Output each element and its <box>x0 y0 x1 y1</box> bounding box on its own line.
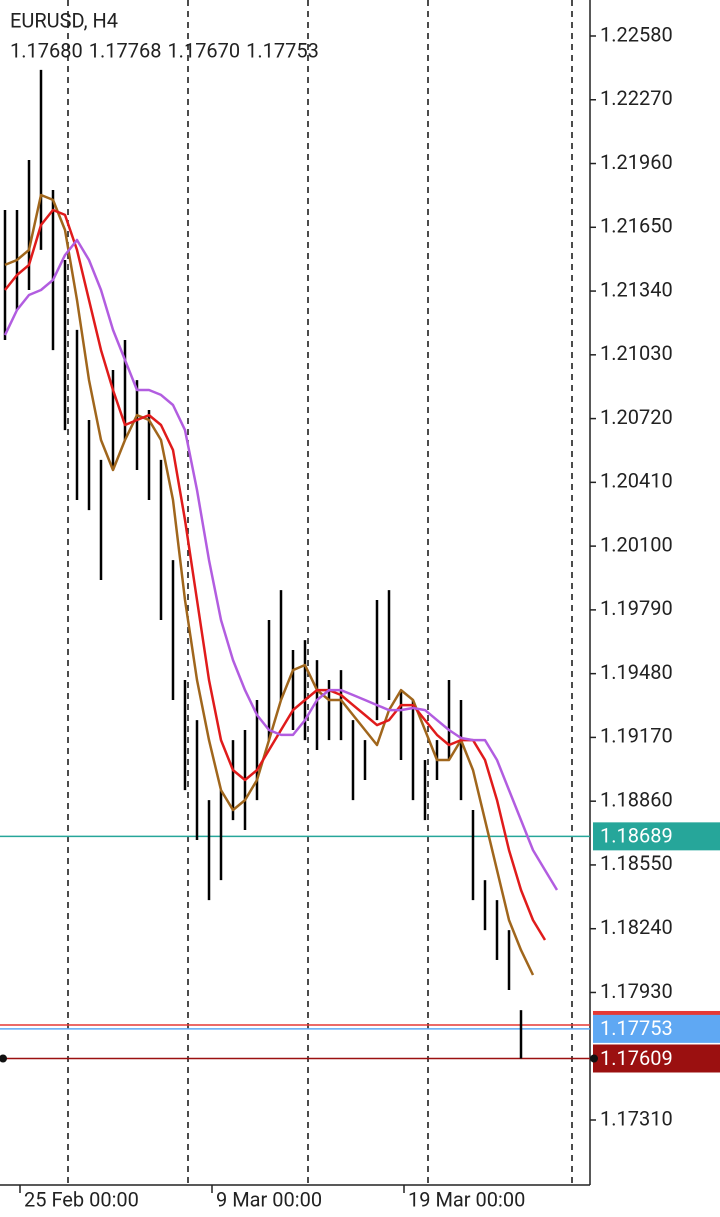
y-tick-label: 1.21650 <box>600 214 673 238</box>
y-tick-label: 1.21960 <box>600 150 673 174</box>
y-tick-label: 1.20720 <box>600 405 673 429</box>
y-tick-label: 1.19170 <box>600 724 673 748</box>
quote: 1.17680 1.17768 1.17670 1.17753 <box>10 38 319 62</box>
y-tick-label: 1.22580 <box>600 22 673 46</box>
y-tick-label: 1.22270 <box>600 86 673 110</box>
y-tick-label: 1.17930 <box>600 979 673 1003</box>
y-tick-label: 1.18860 <box>600 787 673 811</box>
quote-value: 1.17680 <box>10 38 83 62</box>
quote-value: 1.17768 <box>89 38 162 62</box>
y-tick-label: 1.21030 <box>600 341 673 365</box>
price-level-box <box>593 822 720 851</box>
y-tick-label: 1.20410 <box>600 469 673 493</box>
price-level-box <box>593 1014 720 1043</box>
quote-value: 1.17670 <box>167 38 240 62</box>
moving-average-line <box>4 193 535 976</box>
y-tick-label: 1.21340 <box>600 277 673 301</box>
x-tick-label: 9 Mar 00:00 <box>216 1187 322 1211</box>
x-tick-label: 19 Mar 00:00 <box>408 1187 525 1211</box>
price-level-label: 1.17753 <box>600 1016 673 1040</box>
moving-average-line <box>3 238 559 891</box>
level-dot <box>590 1054 598 1063</box>
y-tick-label: 1.19790 <box>600 596 673 620</box>
quote-value: 1.17753 <box>246 38 319 62</box>
y-tick-label: 1.20100 <box>600 532 673 556</box>
x-tick-label: 25 Feb 00:00 <box>24 1187 139 1211</box>
price-level-label: 1.17609 <box>600 1046 673 1070</box>
price-level-box <box>593 1044 720 1073</box>
y-tick-label: 1.18240 <box>600 915 673 939</box>
y-tick-label: 1.18550 <box>600 851 673 875</box>
y-tick-label: 1.19480 <box>600 660 673 684</box>
y-tick-label: 1.17310 <box>600 1106 673 1130</box>
moving-average-line <box>4 208 547 941</box>
plot-area <box>0 0 590 1185</box>
chart-title: EURUSD, H4 <box>10 8 118 32</box>
price-level-label: 1.18689 <box>600 824 673 848</box>
level-dot <box>0 1054 7 1063</box>
